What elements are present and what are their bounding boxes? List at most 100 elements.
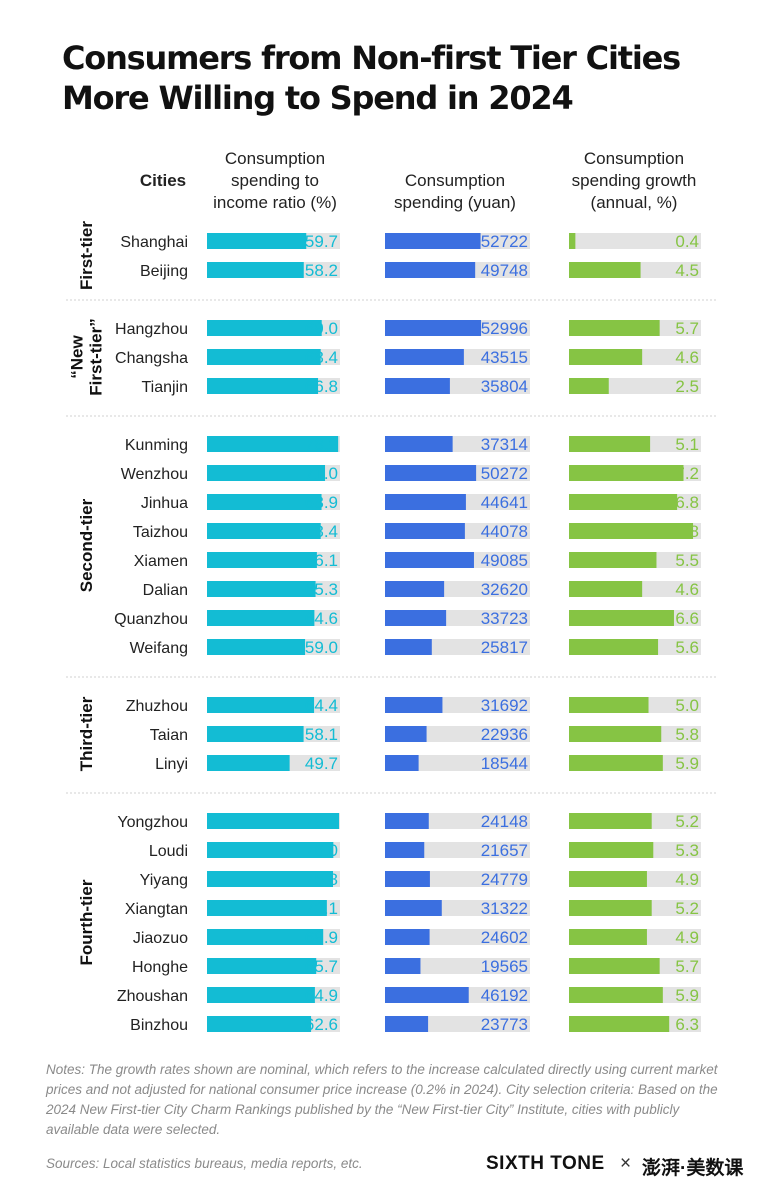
ratio-value: 66.8 (305, 377, 338, 396)
growth-bar (569, 378, 609, 394)
spending-value: 44078 (481, 522, 528, 541)
ratio-value: 75.8 (305, 870, 338, 889)
tier-label-line: “New (68, 335, 87, 379)
ratio-bar (207, 639, 306, 655)
ratio-value: 68.4 (305, 348, 338, 367)
ratio-bar (207, 349, 321, 365)
ratio-bar (207, 697, 315, 713)
spending-bar (385, 494, 466, 510)
growth-bar (569, 349, 643, 365)
spending-bar (385, 929, 430, 945)
tier-label: “NewFirst-tier” (68, 318, 106, 395)
growth-value: 5.6 (675, 638, 699, 657)
growth-value: 5.7 (675, 319, 699, 338)
ratio-bar (207, 842, 334, 858)
growth-value: 5.8 (675, 725, 699, 744)
growth-header-line: Consumption (583, 149, 685, 168)
ratio-value: 62.6 (305, 1015, 338, 1034)
bar-chart: Shanghai 59.7 52722 0.4 Beijing 58.2 49748 4.5 F… (66, 221, 716, 1034)
sixth-tone-logo: SIXTH TONE (486, 1153, 605, 1174)
ratio-bar (207, 523, 321, 539)
growth-value: 7.2 (675, 464, 699, 483)
ratio-header-line: spending to (231, 171, 319, 190)
ratio-value: 66.1 (305, 551, 338, 570)
city-label: Zhoushan (117, 988, 188, 1005)
ratio-bar (207, 581, 316, 597)
city-label: Xiangtan (125, 901, 188, 918)
spending-value: 35804 (481, 377, 528, 396)
spending-track (385, 755, 530, 771)
tier-label-line: First-tier” (87, 318, 106, 395)
growth-bar (569, 929, 647, 945)
spending-bar (385, 378, 450, 394)
tier-label-line: Third-tier (77, 696, 96, 771)
growth-bar (569, 987, 663, 1003)
growth-value: 5.9 (675, 754, 699, 773)
spending-value: 37314 (481, 435, 528, 454)
city-label: Yiyang (140, 872, 188, 889)
city-label: Hangzhou (115, 321, 188, 338)
ratio-value: 59.7 (305, 232, 338, 251)
growth-value: 5.2 (675, 812, 699, 831)
spending-bar (385, 958, 421, 974)
ratio-value: 78.9 (305, 435, 338, 454)
spending-bar (385, 465, 477, 481)
growth-bar (569, 320, 660, 336)
ratio-value: 72.1 (305, 899, 338, 918)
spending-value: 18544 (481, 754, 528, 773)
partner-logo: 澎湃·美数课 (642, 1158, 744, 1179)
growth-bar (569, 233, 576, 249)
spending-value: 46192 (481, 986, 528, 1005)
ratio-value: 76.0 (305, 841, 338, 860)
ratio-bar (207, 233, 307, 249)
spending-track (385, 958, 530, 974)
ratio-value: 71.0 (305, 464, 338, 483)
title-line-2: More Willing to Spend in 2024 (62, 79, 574, 117)
growth-value: 4.9 (675, 870, 699, 889)
city-label: Tianjin (141, 379, 188, 396)
spending-value: 32620 (481, 580, 528, 599)
city-label: Yongzhou (117, 814, 188, 831)
growth-value: 7.8 (675, 522, 699, 541)
spending-value: 22936 (481, 725, 528, 744)
spending-value: 33723 (481, 609, 528, 628)
spending-bar (385, 726, 427, 742)
spending-bar (385, 755, 419, 771)
growth-bar (569, 755, 663, 771)
spending-bar (385, 581, 445, 597)
growth-track (569, 233, 701, 249)
spending-bar (385, 900, 442, 916)
city-label: Taizhou (133, 524, 188, 541)
spending-value: 52996 (481, 319, 528, 338)
growth-bar (569, 900, 652, 916)
ratio-bar (207, 871, 334, 887)
ratio-bar (207, 378, 319, 394)
city-label: Wenzhou (121, 466, 188, 483)
spending-bar (385, 552, 474, 568)
ratio-bar (207, 987, 315, 1003)
growth-value: 0.4 (675, 232, 699, 251)
spending-bar (385, 320, 482, 336)
ratio-value: 58.2 (305, 261, 338, 280)
growth-bar (569, 262, 641, 278)
ratio-bar (207, 436, 339, 452)
city-label: Linyi (155, 756, 188, 773)
city-label: Xiamen (134, 553, 188, 570)
title-line-1: Consumers from Non-first Tier Cities (62, 39, 681, 77)
spending-bar (385, 1016, 429, 1032)
growth-value: 6.3 (675, 1015, 699, 1034)
ratio-value: 68.4 (305, 522, 338, 541)
spending-value: 49085 (481, 551, 528, 570)
tier-label-line: Fourth-tier (77, 879, 96, 965)
growth-bar (569, 813, 652, 829)
spending-bar (385, 842, 425, 858)
spending-header: Consumption spending (yuan) (380, 170, 530, 214)
tier-label: Fourth-tier (77, 879, 96, 965)
ratio-header: Consumption spending to income ratio (%) (200, 148, 350, 214)
growth-header-line: (annual, %) (590, 193, 678, 212)
spending-value: 31322 (481, 899, 528, 918)
growth-value: 5.5 (675, 551, 699, 570)
growth-value: 4.5 (675, 261, 699, 280)
ratio-value: 49.7 (305, 754, 338, 773)
growth-value: 6.6 (675, 609, 699, 628)
